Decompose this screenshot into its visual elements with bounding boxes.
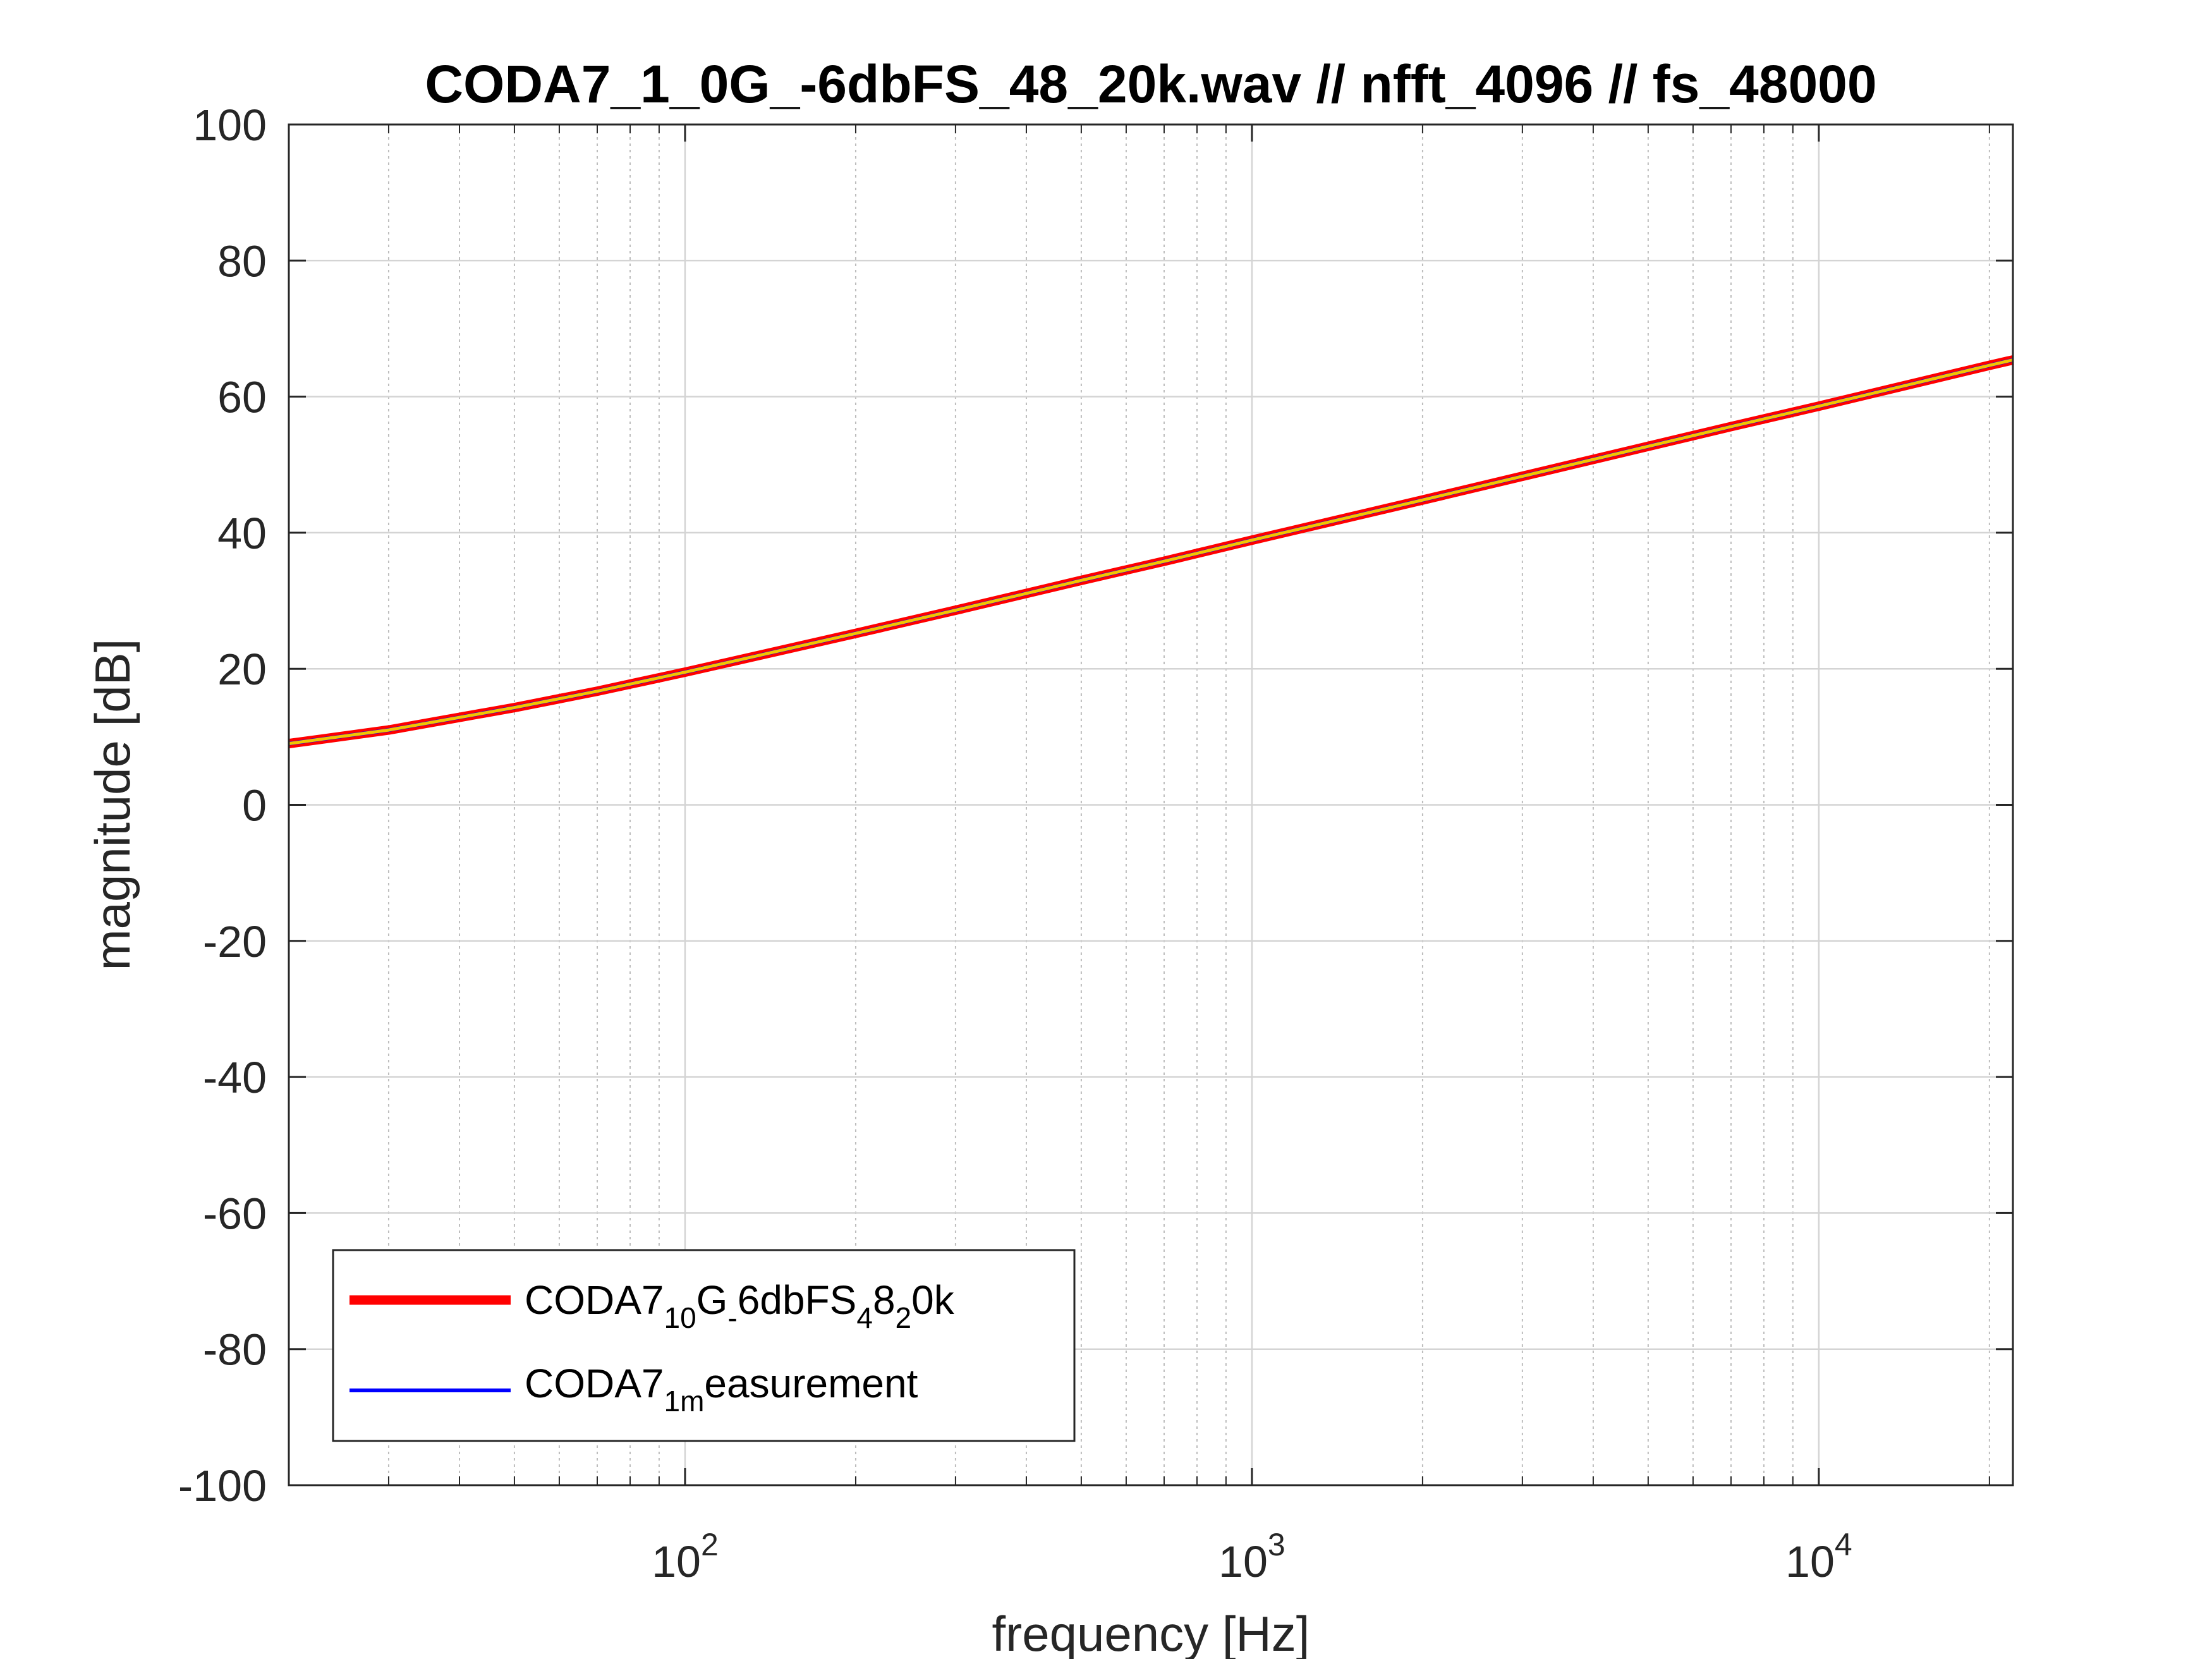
- y-tick-label: 0: [242, 781, 267, 830]
- y-tick-label: 60: [217, 373, 267, 422]
- tick-marks: [289, 123, 2013, 1486]
- series-layer: [288, 355, 2014, 749]
- x-tick-labels: 102 103 104: [652, 1527, 1852, 1586]
- y-tick-label: 100: [193, 100, 267, 150]
- y-tick-label: -40: [203, 1053, 267, 1102]
- legend-label-series-1: CODA710G-6dbFS4820k: [525, 1277, 955, 1334]
- y-tick-label: 80: [217, 236, 267, 286]
- x-axis-label: frequency [Hz]: [992, 1606, 1310, 1659]
- series-highlight-line: [288, 358, 2014, 746]
- x-tick-label: 104: [1785, 1527, 1852, 1586]
- y-tick-label: -100: [178, 1461, 267, 1510]
- chart-title: CODA7_1_0G_-6dbFS_48_20k.wav // nfft_409…: [425, 54, 1876, 114]
- legend-label-series-2: CODA71measurement: [525, 1361, 918, 1418]
- x-tick-label: 103: [1218, 1527, 1285, 1586]
- y-tick-label: 40: [217, 509, 267, 558]
- y-tick-label: -60: [203, 1189, 267, 1238]
- y-tick-label: 20: [217, 645, 267, 694]
- y-tick-label: -20: [203, 917, 267, 966]
- y-tick-label: -80: [203, 1325, 267, 1375]
- x-tick-label: 102: [652, 1527, 719, 1586]
- legend-box: [332, 1249, 1076, 1442]
- y-tick-labels: -100 -80 -60 -40 -20 0 20 40 60 80 100: [178, 100, 267, 1510]
- legend: CODA710G-6dbFS4820k CODA71measurement: [332, 1249, 1076, 1442]
- grid: [289, 125, 2013, 1485]
- y-axis-label: magnitude [dB]: [85, 639, 140, 971]
